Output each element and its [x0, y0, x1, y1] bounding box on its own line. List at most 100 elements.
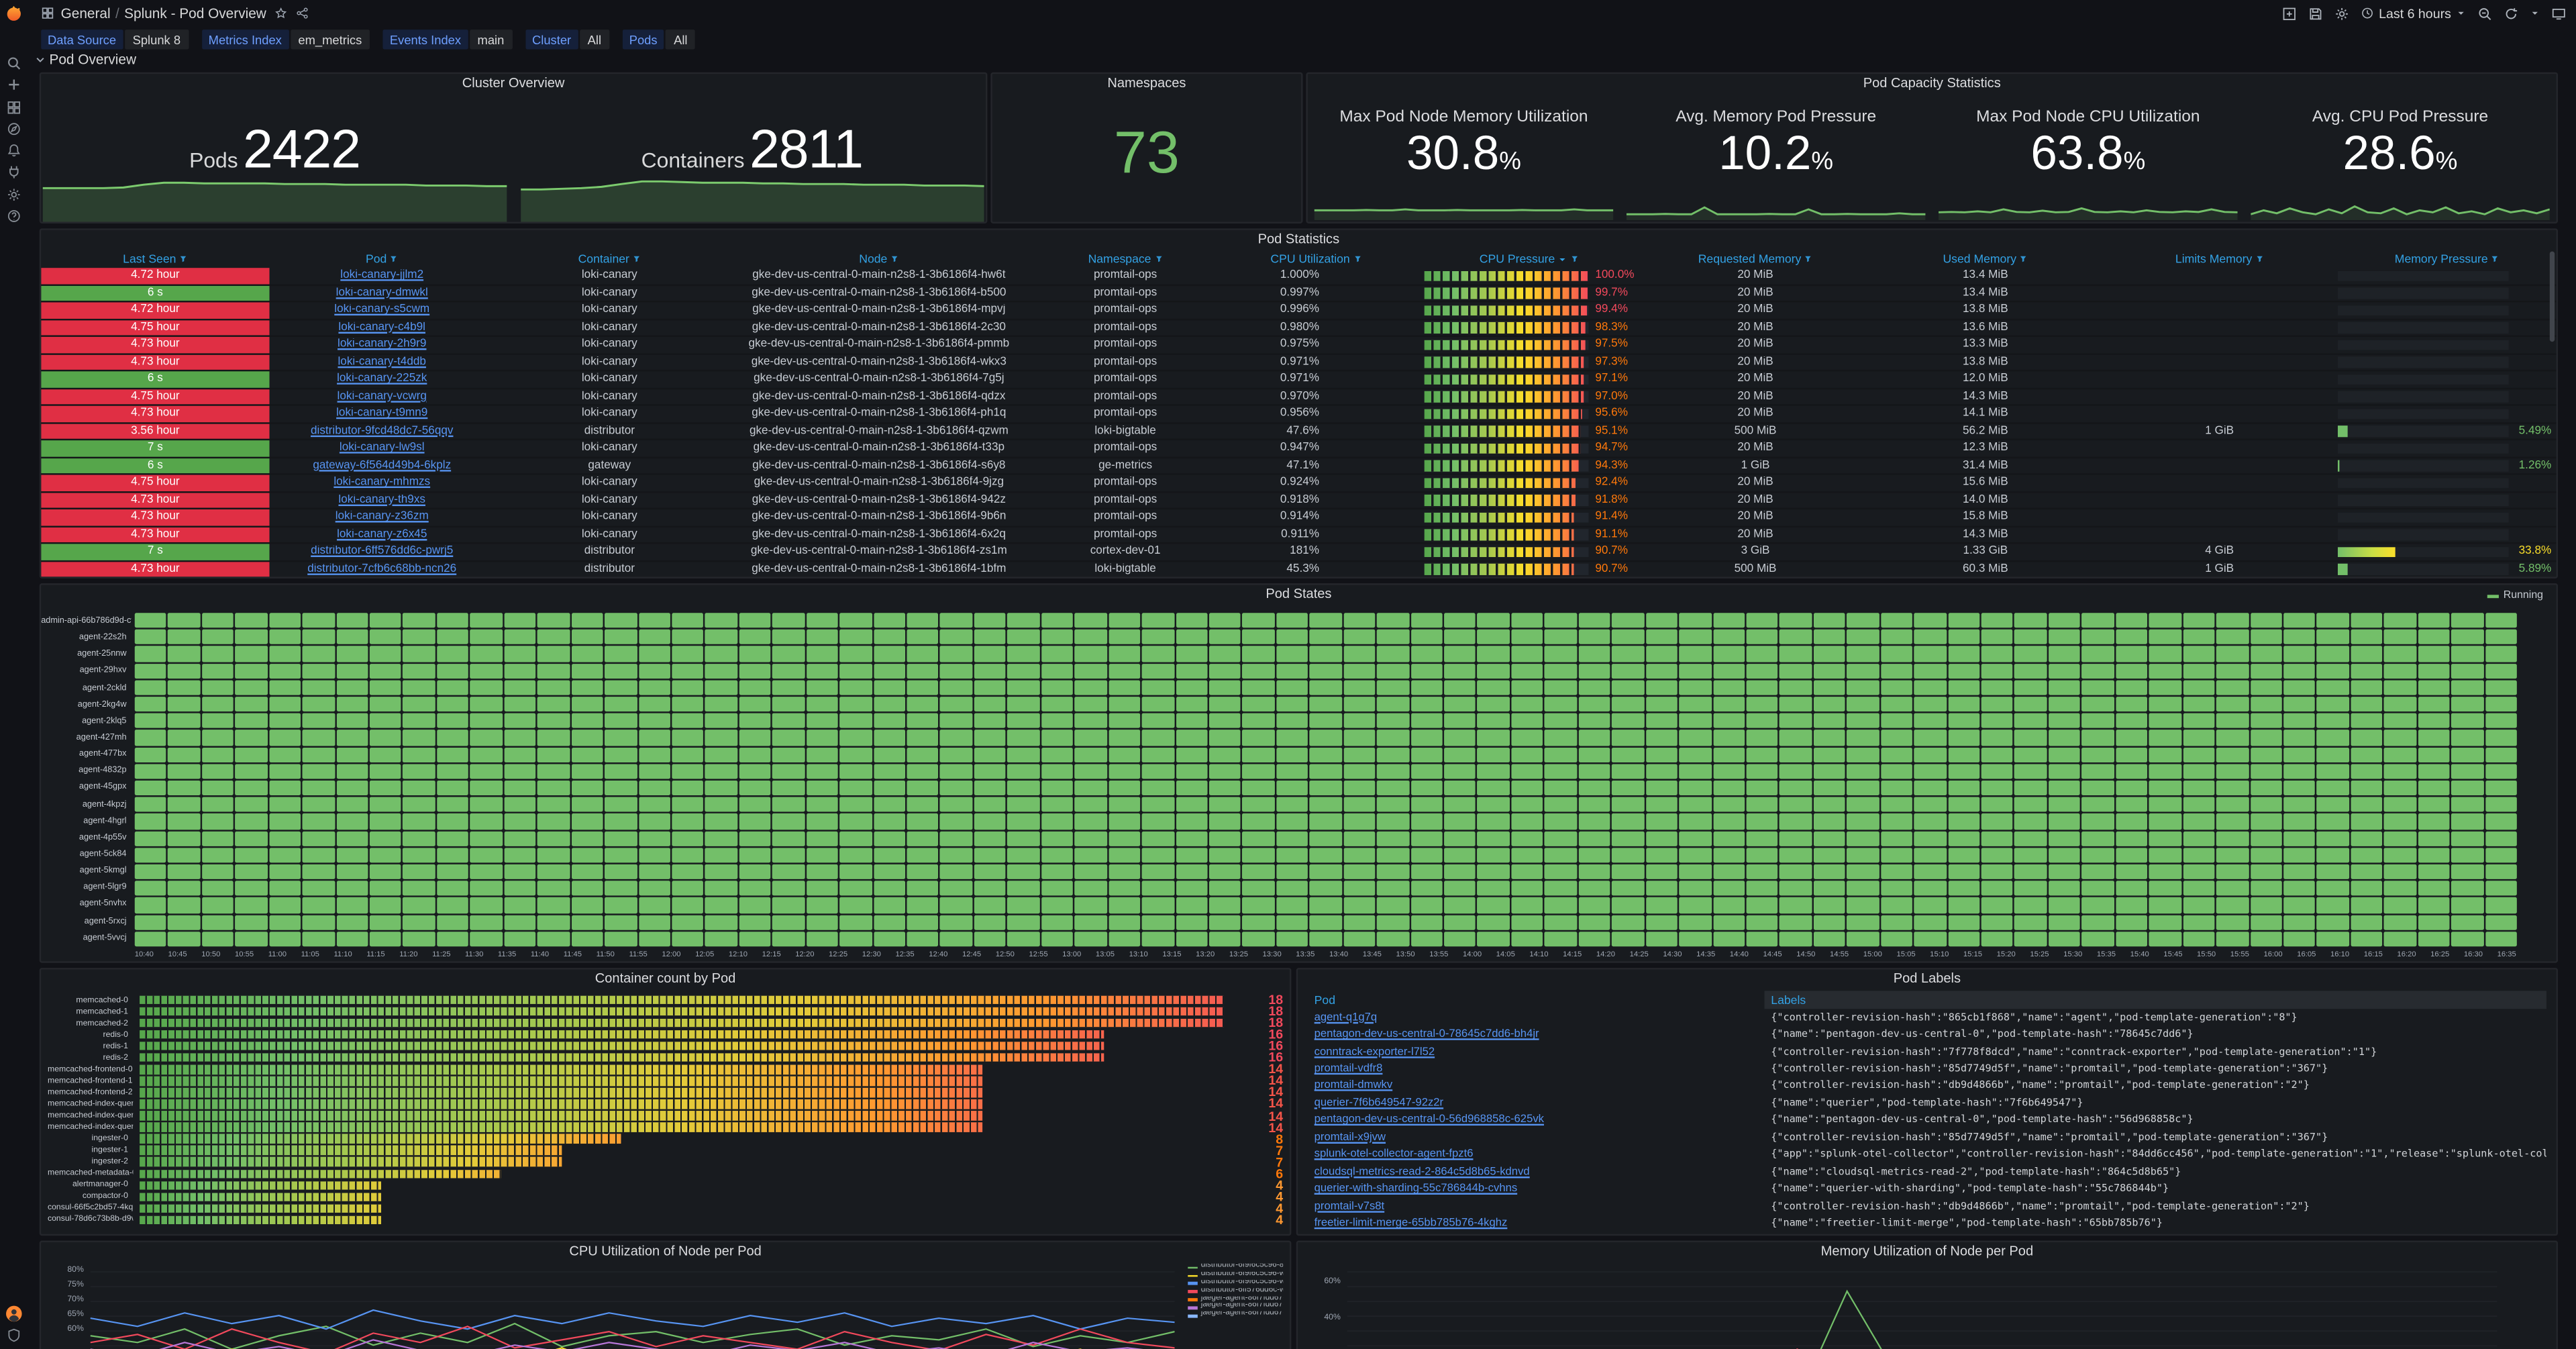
state-cell-running[interactable]	[1208, 847, 1241, 863]
state-cell-running[interactable]	[1645, 697, 1678, 712]
column-header-container[interactable]: Container	[495, 252, 725, 266]
state-cell-running[interactable]	[772, 663, 805, 679]
container-count-bar[interactable]	[140, 995, 1225, 1005]
state-cell-running[interactable]	[2182, 713, 2215, 729]
state-cell-running[interactable]	[1612, 663, 1644, 679]
state-cell-running[interactable]	[1310, 914, 1342, 930]
state-cell-running[interactable]	[403, 897, 435, 913]
state-cell-running[interactable]	[1981, 847, 2014, 863]
state-cell-running[interactable]	[1880, 646, 1913, 662]
state-cell-running[interactable]	[1712, 897, 1745, 913]
state-cell-running[interactable]	[268, 613, 301, 628]
state-cell-running[interactable]	[201, 713, 234, 729]
state-cell-running[interactable]	[974, 830, 1007, 846]
pod-link[interactable]: loki-canary-2h9r9	[338, 338, 427, 351]
state-cell-running[interactable]	[1410, 646, 1443, 662]
state-cell-running[interactable]	[1947, 813, 1980, 830]
state-cell-running[interactable]	[571, 663, 603, 679]
state-cell-running[interactable]	[2317, 881, 2349, 897]
pod-link[interactable]: loki-canary-t9mn9	[336, 407, 428, 419]
variable-label[interactable]: Metrics Index	[201, 30, 289, 50]
state-cell-running[interactable]	[2115, 931, 2148, 947]
state-cell-running[interactable]	[974, 680, 1007, 695]
state-cell-running[interactable]	[201, 881, 234, 897]
state-cell-running[interactable]	[1880, 797, 1913, 813]
state-cell-running[interactable]	[470, 931, 503, 947]
state-cell-running[interactable]	[2182, 680, 2215, 695]
state-cell-running[interactable]	[1478, 897, 1510, 913]
state-cell-running[interactable]	[403, 646, 435, 662]
state-cell-running[interactable]	[470, 864, 503, 880]
column-header-pod[interactable]: Pod	[270, 252, 495, 266]
state-cell-running[interactable]	[302, 613, 335, 628]
state-cell-running[interactable]	[2451, 730, 2483, 746]
state-cell-running[interactable]	[1377, 680, 1409, 695]
state-cell-running[interactable]	[235, 663, 268, 679]
state-cell-running[interactable]	[369, 813, 402, 830]
state-cell-running[interactable]	[1041, 931, 1074, 947]
state-cell-running[interactable]	[2384, 713, 2416, 729]
state-cell-running[interactable]	[201, 813, 234, 830]
state-cell-running[interactable]	[1444, 881, 1476, 897]
state-cell-running[interactable]	[1276, 881, 1308, 897]
state-cell-running[interactable]	[1007, 847, 1040, 863]
state-cell-running[interactable]	[940, 897, 973, 913]
pod-link[interactable]: splunk-otel-collector-agent-fpzt6	[1314, 1148, 1474, 1161]
state-cell-running[interactable]	[1847, 697, 1879, 712]
state-cell-running[interactable]	[605, 864, 637, 880]
state-cell-running[interactable]	[873, 813, 906, 830]
state-cell-running[interactable]	[235, 780, 268, 796]
state-cell-running[interactable]	[638, 780, 670, 796]
state-cell-running[interactable]	[839, 663, 872, 679]
state-cell-running[interactable]	[1981, 630, 2014, 645]
state-cell-running[interactable]	[168, 847, 201, 863]
state-cell-running[interactable]	[2216, 830, 2249, 846]
state-cell-running[interactable]	[1074, 713, 1107, 729]
state-cell-running[interactable]	[1679, 881, 1711, 897]
state-cell-running[interactable]	[2351, 813, 2383, 830]
state-cell-running[interactable]	[134, 847, 167, 863]
state-cell-running[interactable]	[739, 914, 771, 930]
filter-icon[interactable]	[2255, 254, 2263, 262]
state-cell-running[interactable]	[2283, 680, 2316, 695]
container-count-bar[interactable]	[140, 1077, 984, 1087]
state-cell-running[interactable]	[705, 881, 737, 897]
state-cell-running[interactable]	[302, 780, 335, 796]
state-cell-running[interactable]	[1108, 697, 1141, 712]
state-cell-running[interactable]	[1712, 780, 1745, 796]
state-cell-running[interactable]	[1947, 713, 1980, 729]
state-cell-running[interactable]	[772, 881, 805, 897]
state-cell-running[interactable]	[1914, 680, 1947, 695]
state-cell-running[interactable]	[1074, 730, 1107, 746]
state-cell-running[interactable]	[1410, 730, 1443, 746]
state-cell-running[interactable]	[1847, 931, 1879, 947]
state-cell-running[interactable]	[705, 646, 737, 662]
state-cell-running[interactable]	[369, 864, 402, 880]
state-cell-running[interactable]	[1813, 864, 1846, 880]
state-cell-running[interactable]	[2149, 613, 2181, 628]
state-cell-running[interactable]	[201, 780, 234, 796]
pod-link[interactable]: loki-canary-z6x45	[337, 528, 427, 540]
state-cell-running[interactable]	[2485, 697, 2517, 712]
state-cell-running[interactable]	[806, 747, 839, 762]
state-cell-running[interactable]	[2182, 813, 2215, 830]
state-cell-running[interactable]	[839, 897, 872, 913]
state-cell-running[interactable]	[2384, 747, 2416, 762]
state-cell-running[interactable]	[369, 713, 402, 729]
state-cell-running[interactable]	[134, 763, 167, 779]
state-cell-running[interactable]	[168, 646, 201, 662]
state-cell-running[interactable]	[638, 797, 670, 813]
state-cell-running[interactable]	[2451, 780, 2483, 796]
state-cell-running[interactable]	[2418, 646, 2450, 662]
state-cell-running[interactable]	[2048, 813, 2081, 830]
state-cell-running[interactable]	[2250, 730, 2282, 746]
pod-link[interactable]: gateway-6f564d49b4-6kplz	[313, 459, 452, 472]
state-cell-running[interactable]	[2384, 646, 2416, 662]
container-count-bar[interactable]	[140, 1088, 984, 1098]
state-cell-running[interactable]	[806, 646, 839, 662]
state-cell-running[interactable]	[2149, 713, 2181, 729]
state-cell-running[interactable]	[369, 797, 402, 813]
state-cell-running[interactable]	[571, 864, 603, 880]
state-cell-running[interactable]	[1947, 663, 1980, 679]
state-cell-running[interactable]	[1175, 864, 1208, 880]
